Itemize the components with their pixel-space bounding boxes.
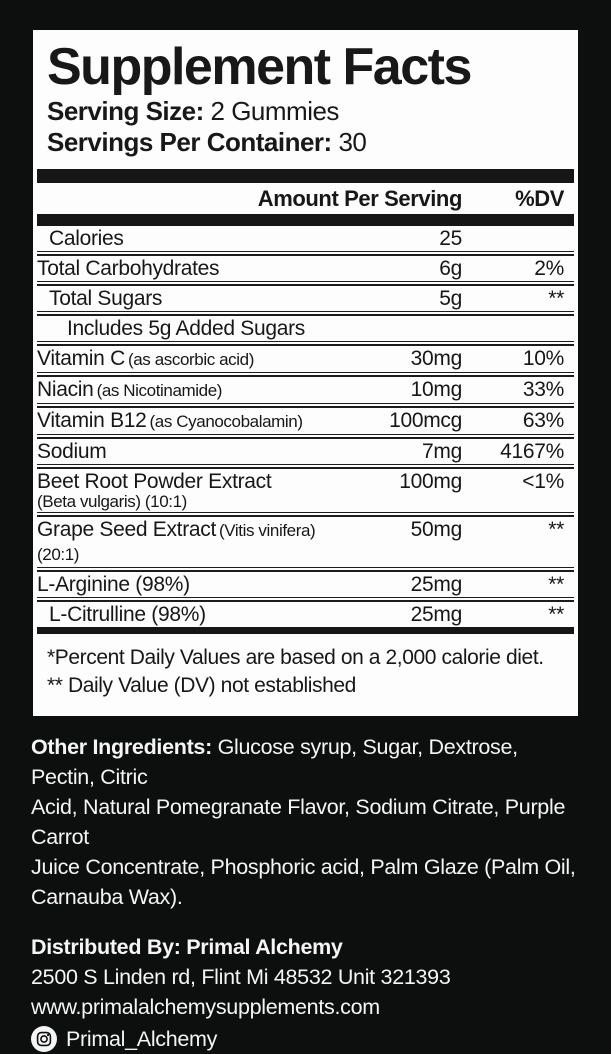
- nutrient-source: (as Nicotinamide): [96, 380, 223, 400]
- distributor-website: www.primalalchemysupplements.com: [31, 994, 380, 1019]
- row-divider: [37, 280, 574, 286]
- nutrient-dv: 10%: [522, 346, 564, 370]
- amount-per-serving-header: Amount Per Serving: [257, 185, 463, 211]
- nutrient-dv: 33%: [522, 377, 564, 401]
- servings-per-container-label: Servings Per Container:: [47, 126, 332, 157]
- nutrient-dv: 4167%: [500, 439, 564, 463]
- nutrient-name: Beet Root Powder Extract: [37, 469, 272, 493]
- nutrient-dv: 2%: [534, 256, 564, 280]
- nutrient-source: (as ascorbic acid): [127, 349, 254, 369]
- nutrient-botanical: (Vitis vinifera) (20:1): [37, 520, 316, 564]
- footnote-daily-values: *Percent Daily Values are based on a 2,0…: [47, 645, 544, 669]
- nutrient-amount: 25mg: [410, 602, 463, 626]
- nutrient-name: Calories: [49, 226, 124, 250]
- label-lower-section: Other Ingredients: Glucose syrup, Sugar,…: [31, 732, 578, 1054]
- servings-per-container-line: Servings Per Container: 30: [37, 126, 574, 157]
- nutrient-source: (as Cyanocobalamin): [149, 411, 303, 431]
- instagram-icon: [31, 1025, 57, 1052]
- serving-size-value: 2 Gummies: [210, 95, 340, 126]
- distributor-address: 2500 S Linden rd, Flint Mi 48532 Unit 32…: [31, 964, 451, 989]
- row-divider: [37, 596, 574, 602]
- nutrient-row-calories: Calories 25: [37, 226, 574, 251]
- nutrient-name: Vitamin C: [37, 346, 125, 370]
- nutrient-row-total-carbohydrates: Total Carbohydrates 6g 2%: [37, 256, 574, 281]
- nutrient-row-l-arginine: L-Arginine (98%) 25mg **: [37, 572, 574, 597]
- nutrient-row-niacin: Niacin (as Nicotinamide) 10mg 33%: [37, 377, 574, 403]
- nutrient-amount: 100mcg: [389, 408, 462, 432]
- supplement-facts-panel: Supplement Facts Serving Size: 2 Gummies…: [33, 30, 578, 716]
- nutrient-row-total-sugars: Total Sugars 5g **: [37, 286, 574, 311]
- serving-size-line: Serving Size: 2 Gummies: [37, 95, 574, 126]
- distributor-block: Distributed By: Primal Alchemy 2500 S Li…: [31, 932, 578, 1054]
- nutrient-botanical: (Beta vulgaris) (10:1): [37, 491, 187, 511]
- distributor-name: Distributed By: Primal Alchemy: [31, 934, 343, 959]
- row-divider: [37, 310, 574, 316]
- nutrient-amount: 5g: [439, 286, 462, 310]
- nutrient-name: Vitamin B12: [37, 408, 147, 432]
- row-divider: [37, 340, 574, 346]
- instagram-handle: Primal_Alchemy: [66, 1026, 218, 1051]
- nutrient-row-beet-root: Beet Root Powder Extract (Beta vulgaris)…: [37, 469, 574, 512]
- nutrient-row-added-sugars: Includes 5g Added Sugars: [37, 316, 574, 341]
- nutrient-row-sodium: Sodium 7mg 4167%: [37, 439, 574, 464]
- nutrient-row-vitamin-b12: Vitamin B12 (as Cyanocobalamin) 100mcg 63…: [37, 408, 574, 434]
- nutrient-dv: **: [548, 286, 564, 310]
- nutrient-name: Grape Seed Extract: [37, 517, 217, 541]
- other-ingredients-line4: Carnauba Wax).: [31, 884, 183, 909]
- nutrient-name: Sodium: [37, 439, 107, 463]
- nutrient-name: Niacin: [37, 377, 94, 401]
- other-ingredients-label: Other Ingredients:: [31, 734, 212, 759]
- nutrient-amount: 30mg: [410, 346, 463, 370]
- servings-per-container-value: 30: [338, 126, 367, 157]
- nutrient-name: Includes 5g Added Sugars: [67, 316, 305, 340]
- nutrient-row-l-citrulline: L-Citrulline (98%) 25mg **: [37, 602, 574, 627]
- panel-title: Supplement Facts: [47, 38, 472, 96]
- nutrient-dv: 63%: [522, 408, 564, 432]
- thick-rule: [37, 168, 574, 183]
- table-header-row: Amount Per Serving %DV: [37, 183, 574, 214]
- nutrient-name: Total Sugars: [49, 286, 163, 310]
- row-divider: [37, 511, 574, 517]
- nutrient-row-vitamin-c: Vitamin C (as ascorbic acid) 30mg 10%: [37, 346, 574, 372]
- nutrient-amount: 25: [439, 226, 462, 250]
- nutrient-amount: 50mg: [410, 517, 463, 541]
- row-divider: [37, 433, 574, 439]
- nutrient-amount: 25mg: [410, 572, 463, 596]
- nutrient-name: Total Carbohydrates: [37, 256, 220, 280]
- other-ingredients-line3: Juice Concentrate, Phosphoric acid, Palm…: [31, 854, 576, 879]
- nutrient-amount: 6g: [439, 256, 462, 280]
- nutrient-dv: **: [548, 572, 564, 596]
- row-divider: [37, 463, 574, 469]
- nutrient-amount: 7mg: [422, 439, 462, 463]
- nutrient-name: L-Citrulline (98%): [49, 602, 206, 626]
- other-ingredients-line1: Glucose syrup, Sugar, Dextrose, Pectin, …: [31, 734, 518, 789]
- footnotes: *Percent Daily Values are based on a 2,0…: [37, 634, 574, 702]
- row-divider: [37, 371, 574, 377]
- nutrient-amount: 100mg: [399, 469, 462, 493]
- row-divider: [37, 402, 574, 408]
- serving-size-label: Serving Size:: [47, 95, 204, 126]
- thick-rule: [37, 213, 574, 226]
- nutrient-amount: 10mg: [410, 377, 463, 401]
- nutrient-dv: **: [548, 517, 564, 541]
- row-divider: [37, 566, 574, 572]
- row-divider: [37, 250, 574, 256]
- other-ingredients: Other Ingredients: Glucose syrup, Sugar,…: [31, 732, 578, 912]
- percent-dv-header: %DV: [515, 185, 564, 211]
- nutrient-row-grape-seed: Grape Seed Extract (Vitis vinifera) (20:1…: [37, 517, 574, 567]
- nutrient-dv: <1%: [522, 469, 564, 493]
- nutrient-dv: **: [548, 602, 564, 626]
- other-ingredients-line2: Acid, Natural Pomegranate Flavor, Sodium…: [31, 794, 566, 849]
- nutrient-name: L-Arginine (98%): [37, 572, 190, 596]
- footnote-dv-not-established: ** Daily Value (DV) not established: [47, 673, 356, 697]
- instagram-row: Primal_Alchemy: [31, 1024, 578, 1054]
- thick-rule: [37, 626, 574, 634]
